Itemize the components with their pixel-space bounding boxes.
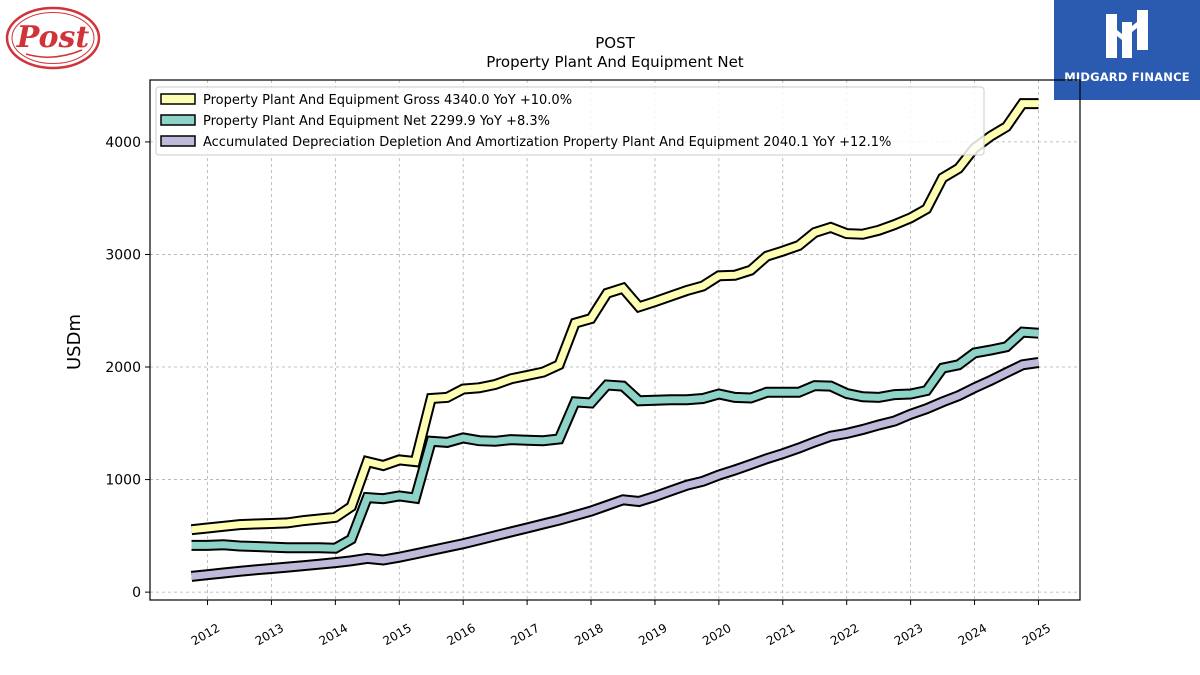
- x-tick-label: 2023: [892, 621, 925, 648]
- post-logo-text: Post: [16, 20, 90, 55]
- legend-entry-net: Property Plant And Equipment Net 2299.9 …: [160, 114, 550, 129]
- series-outline-gross: [190, 98, 1039, 536]
- legend-entry-depreciation: Accumulated Depreciation Depletion And A…: [160, 135, 891, 150]
- y-tick-label: 1000: [105, 473, 141, 489]
- legend-swatch-net: [160, 114, 196, 126]
- x-tick-label: 2022: [828, 621, 861, 648]
- y-tick-label: 4000: [105, 135, 141, 151]
- x-tick-label: 2021: [764, 621, 797, 648]
- legend-swatch-depreciation: [160, 135, 196, 147]
- midgard-emblem-icon: [1106, 10, 1148, 58]
- series-lines: [190, 98, 1040, 582]
- chart-subtitle: Property Plant And Equipment Net: [486, 53, 743, 71]
- post-logo: Post: [4, 4, 102, 76]
- x-tick-label: 2024: [956, 621, 989, 648]
- series-line-gross: [191, 100, 1039, 534]
- y-tick-label: 0: [132, 585, 141, 601]
- x-tick-label: 2018: [572, 621, 605, 648]
- x-tick-label: 2013: [253, 621, 286, 648]
- x-tick-label: 2017: [508, 621, 541, 648]
- series-line-depreciation: [191, 359, 1039, 580]
- legend-label-gross: Property Plant And Equipment Gross 4340.…: [203, 93, 572, 108]
- legend-entry-gross: Property Plant And Equipment Gross 4340.…: [160, 93, 572, 108]
- y-axis-label: USDm: [64, 314, 85, 370]
- legend-swatch-gross: [160, 93, 196, 105]
- x-tick-label: 2015: [381, 621, 414, 648]
- legend: Property Plant And Equipment Gross 4340.…: [155, 86, 985, 156]
- y-tick-label: 2000: [105, 360, 141, 376]
- midgard-finance-wordmark: MIDGARD FINANCE: [1064, 70, 1190, 84]
- legend-box: [155, 86, 985, 156]
- x-tick-label: 2020: [700, 621, 733, 648]
- legend-label-depreciation: Accumulated Depreciation Depletion And A…: [203, 135, 891, 150]
- x-tick-label: 2014: [317, 621, 350, 648]
- midgard-finance-logo: MIDGARD FINANCE: [1054, 0, 1200, 100]
- x-tick-label: 2025: [1020, 621, 1053, 648]
- series-line-net: [191, 328, 1039, 552]
- chart-title: POST: [595, 34, 635, 52]
- y-tick-label: 3000: [105, 247, 141, 263]
- x-tick-label: 2016: [444, 621, 477, 648]
- x-tick-label: 2019: [636, 621, 669, 648]
- plot-frame: [149, 79, 1081, 601]
- x-tick-label: 2012: [189, 621, 222, 648]
- legend-label-net: Property Plant And Equipment Net 2299.9 …: [203, 114, 550, 129]
